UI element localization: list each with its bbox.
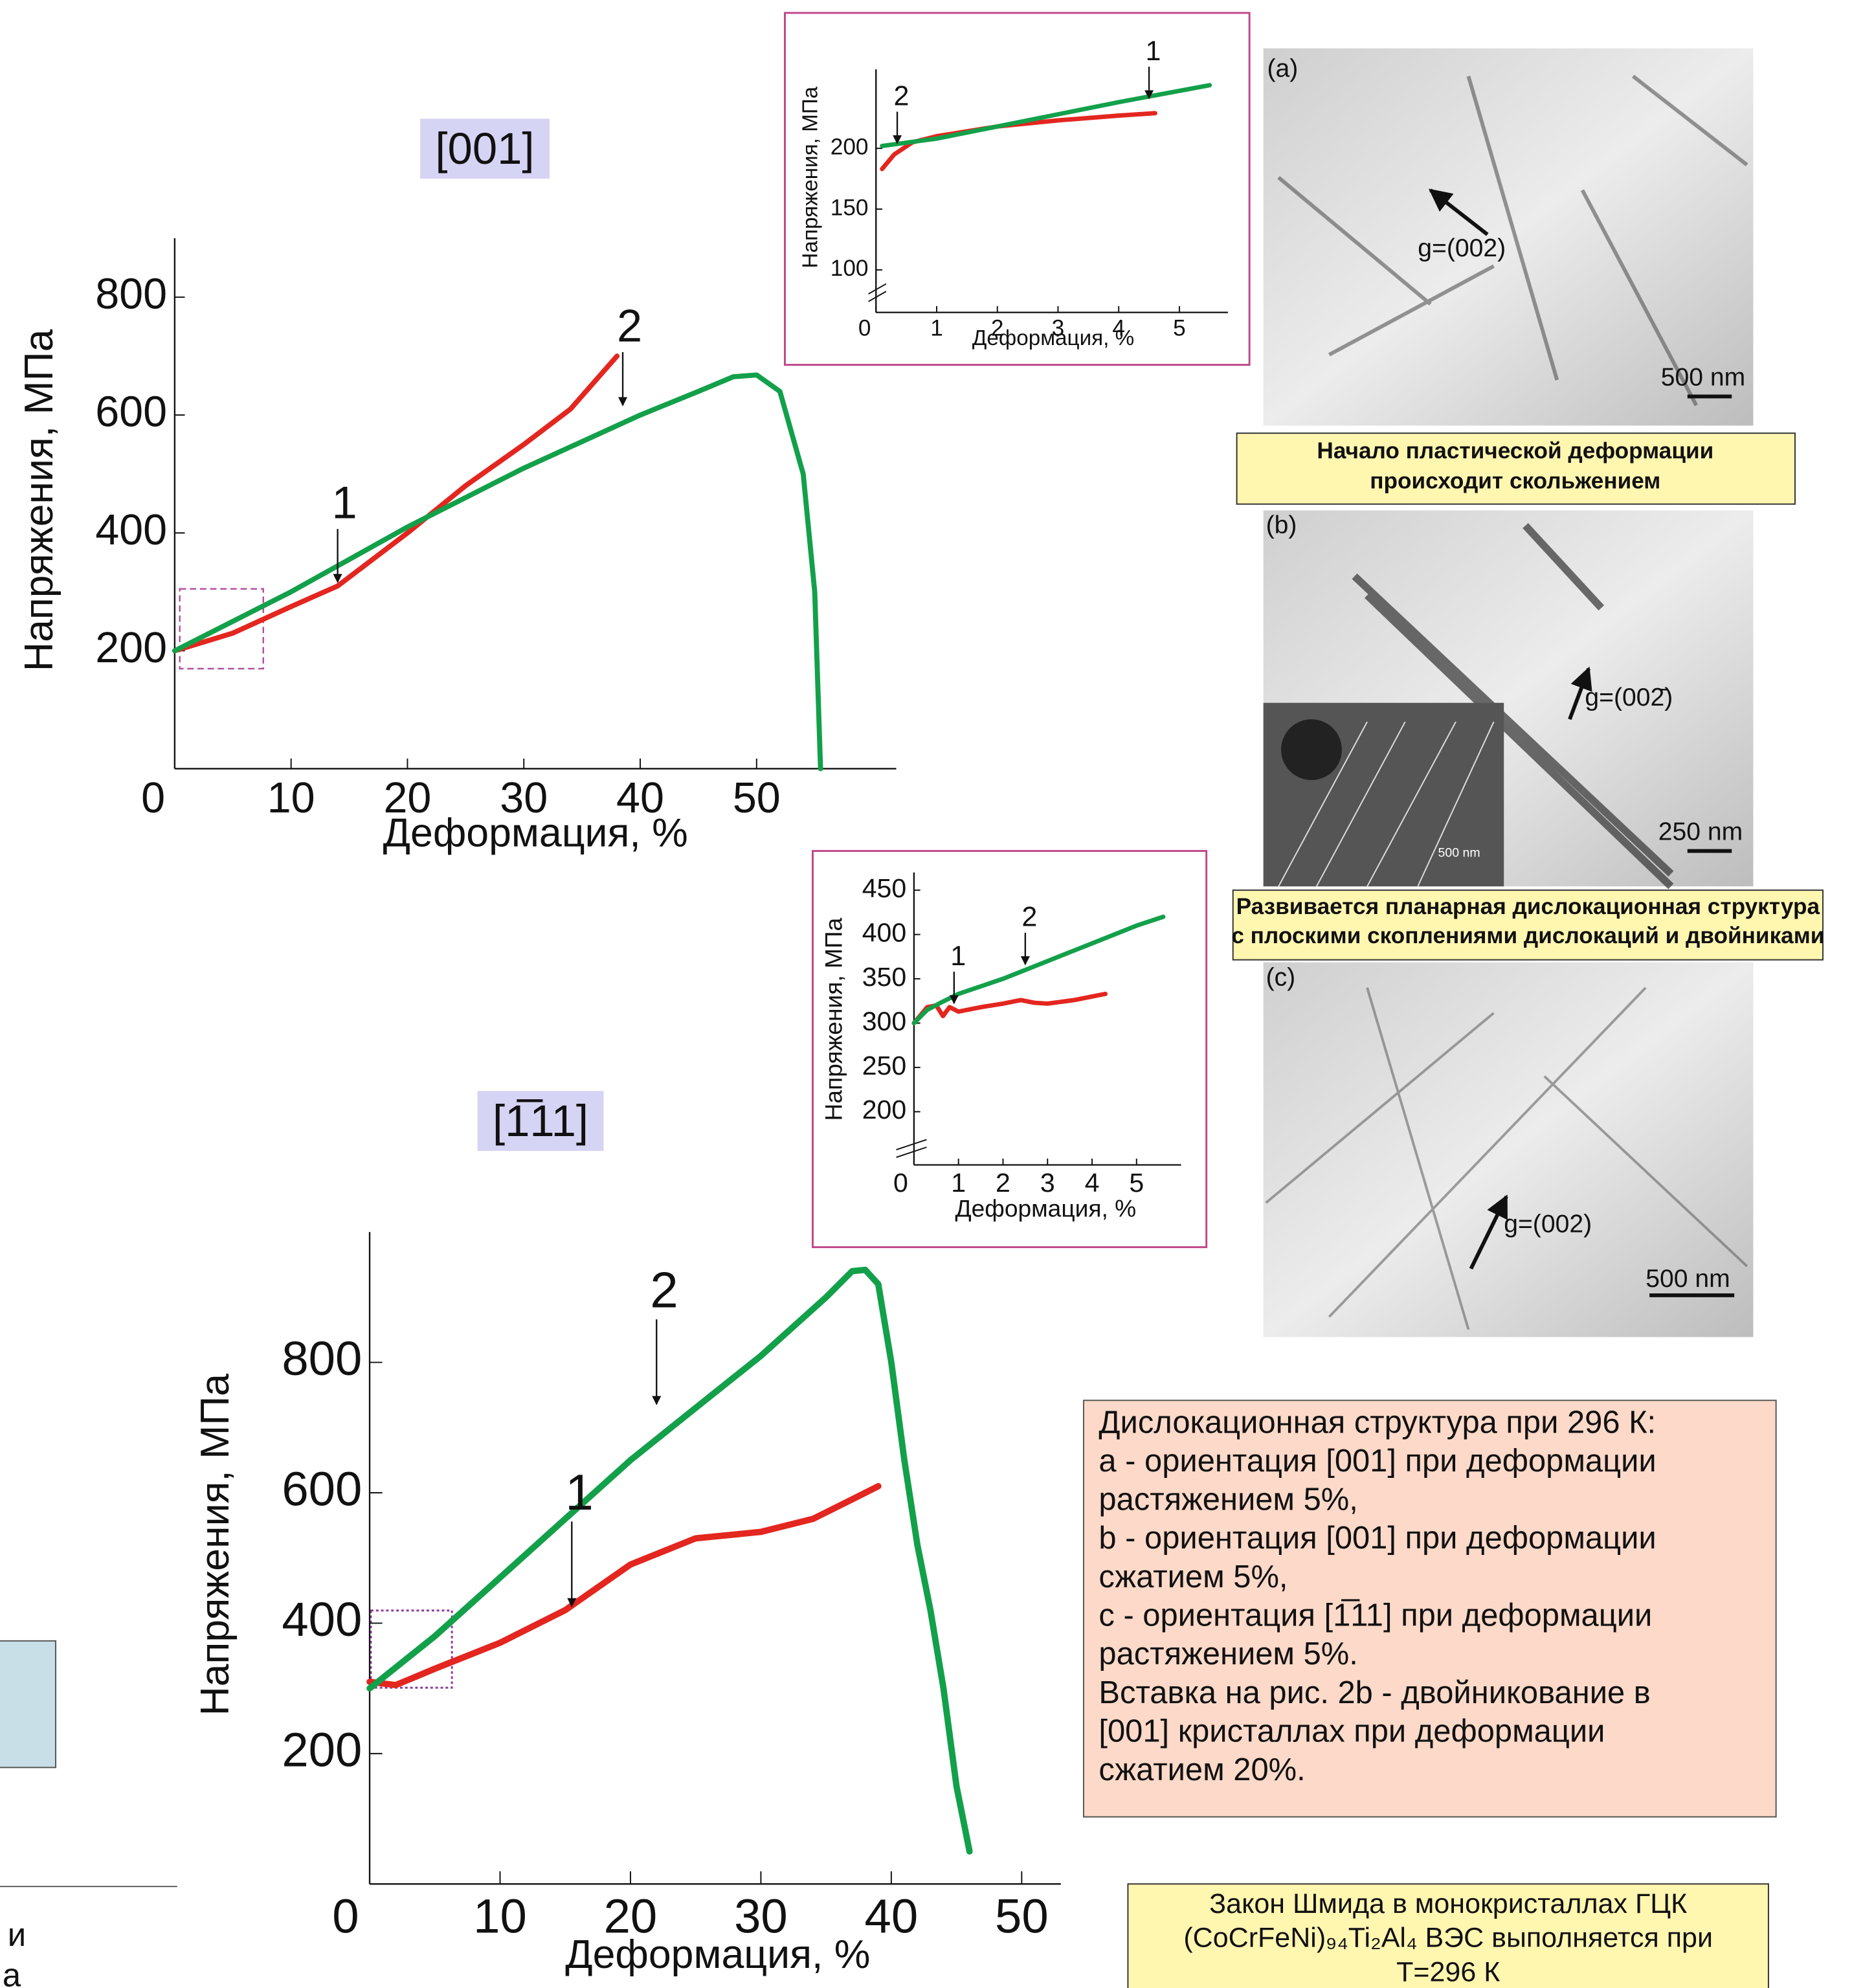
annotation-label: 2 — [650, 1262, 678, 1319]
x-tick-label: 0 — [141, 774, 165, 822]
y-axis-label: Напряжения, МПа — [798, 86, 822, 268]
y-tick-label: 400 — [282, 1592, 362, 1646]
y-tick-label: 450 — [862, 873, 907, 903]
slide: (a) g=(002) 500 nm (b) g=(002̄) 250 nm 5… — [0, 0, 1852, 1988]
legend-line: c - ориентация [1̅11] при деформации — [1099, 1598, 1652, 1633]
legend-line: [001] кристаллах при деформации — [1099, 1714, 1605, 1748]
legend-line: сжатием 20%. — [1099, 1752, 1305, 1787]
panel-label: (b) — [1266, 511, 1297, 539]
series-line — [175, 375, 821, 768]
chart-title: [001] — [435, 124, 534, 173]
axis-break — [869, 284, 886, 301]
annotation-label: 2 — [617, 300, 642, 351]
y-tick-label: 400 — [862, 917, 907, 947]
x-tick-label: 1 — [930, 315, 943, 341]
y-tick-label: 200 — [862, 1095, 907, 1124]
x-tick-label: 3 — [1040, 1168, 1055, 1198]
y-tick-label: 200 — [282, 1723, 362, 1776]
x-tick-label: 50 — [733, 774, 781, 822]
y-tick-label: 400 — [95, 506, 167, 554]
annotation-label: 1 — [1146, 36, 1161, 67]
annotation-label: 1 — [950, 941, 966, 972]
x-axis-label: Деформация, % — [955, 1195, 1136, 1222]
panel-label: (c) — [1266, 963, 1296, 991]
y-tick-label: 800 — [282, 1332, 362, 1385]
y-tick-label: 600 — [95, 388, 167, 436]
annotation-label: 2 — [894, 80, 909, 111]
x-tick-label: 4 — [1085, 1168, 1100, 1198]
legend-line: растяжением 5%, — [1099, 1482, 1357, 1517]
y-axis-label: Напряжения, МПа — [192, 1374, 238, 1716]
legend-line: Вставка на рис. 2b - двойникование в — [1099, 1675, 1650, 1710]
conclusion-line: Закон Шмида в монокристаллах ГЦК — [1209, 1888, 1687, 1919]
y-tick-label: 300 — [862, 1006, 907, 1036]
series-line — [175, 356, 617, 651]
y-tick-label: 800 — [95, 271, 167, 318]
axis-break — [897, 1139, 927, 1157]
conclusion-line: T=296 К — [1396, 1956, 1500, 1987]
fragment-box — [0, 1641, 56, 1768]
x-tick-label: 2 — [996, 1168, 1010, 1198]
g-vector: g=(002) — [1418, 234, 1506, 262]
scale-label: 500 nm — [1646, 1265, 1730, 1293]
scale-label: 250 nm — [1658, 818, 1743, 845]
x-axis-label: Деформация, % — [565, 1932, 870, 1977]
fragment-text: а — [3, 1956, 21, 1988]
series-line — [914, 994, 1106, 1023]
x-tick-label: 50 — [995, 1890, 1049, 1943]
g-vector: g=(002̄) — [1585, 684, 1673, 711]
x-axis-label: Деформация, % — [972, 326, 1134, 350]
caption: Начало пластической деформации — [1317, 438, 1713, 463]
fragment-text: и — [8, 1916, 26, 1953]
y-tick-label: 200 — [831, 134, 869, 159]
y-tick-label: 200 — [95, 624, 167, 672]
x-tick-label: 0 — [858, 315, 871, 341]
annotation-label: 1 — [332, 477, 357, 528]
caption: происходит скольжением — [1370, 469, 1660, 494]
x-axis-label: Деформация, % — [383, 810, 688, 856]
legend-line: Дислокационная структура при 296 К: — [1099, 1405, 1656, 1440]
x-tick-label: 1 — [951, 1168, 966, 1198]
conclusion-line: (CoCrFeNi)₉₄Ti₂Al₄ ВЭС выполняется при — [1183, 1923, 1713, 1954]
caption: с плоскими скоплениями дислокаций и двой… — [1231, 923, 1824, 948]
scale-label: 500 nm — [1438, 846, 1480, 860]
series-line — [370, 1270, 970, 1851]
page: {"chart_data": [ {"type": "line", "title… — [0, 0, 1852, 1988]
annotation-label: 1 — [565, 1464, 594, 1521]
x-tick-label: 10 — [473, 1890, 527, 1943]
y-tick-label: 250 — [862, 1051, 907, 1080]
scale-label: 500 nm — [1661, 363, 1745, 391]
y-tick-label: 100 — [831, 256, 869, 281]
x-tick-label: 0 — [332, 1890, 359, 1943]
x-tick-label: 10 — [267, 774, 315, 822]
g-vector: g=(002) — [1504, 1211, 1592, 1238]
x-tick-label: 5 — [1129, 1168, 1144, 1198]
y-tick-label: 150 — [831, 195, 869, 220]
y-tick-label: 350 — [862, 962, 907, 992]
annotation-label: 2 — [1021, 902, 1037, 933]
y-axis-label: Напряжения, МПа — [820, 917, 847, 1121]
caption: Развивается планарная дислокационная стр… — [1236, 894, 1820, 919]
legend-line: растяжением 5%. — [1099, 1636, 1357, 1671]
legend-line: b - ориентация [001] при деформации — [1099, 1521, 1656, 1556]
chart: 200250300350400450012345Напряжения, МПаД… — [820, 873, 1181, 1222]
y-tick-label: 600 — [282, 1462, 362, 1516]
y-axis-label: Напряжения, МПа — [16, 329, 61, 671]
x-tick-label: 0 — [893, 1168, 908, 1198]
x-tick-label: 40 — [865, 1890, 919, 1943]
series-line — [370, 1486, 878, 1685]
legend-line: a - ориентация [001] при деформации — [1099, 1444, 1656, 1479]
x-tick-label: 5 — [1173, 315, 1186, 341]
chart-title: [1̅11] — [493, 1096, 588, 1146]
legend-line: сжатием 5%, — [1099, 1559, 1288, 1594]
panel-label: (a) — [1267, 54, 1299, 82]
